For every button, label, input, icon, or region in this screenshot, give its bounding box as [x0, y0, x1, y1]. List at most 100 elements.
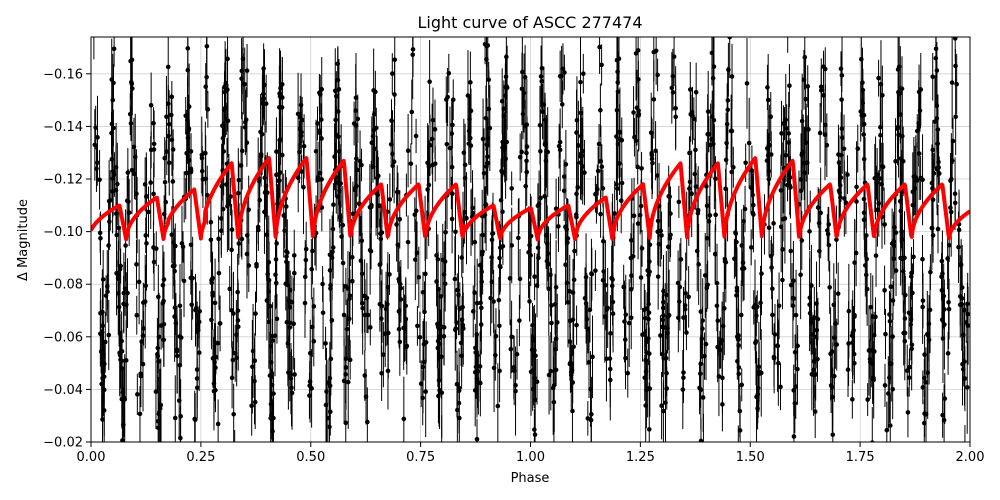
- data-point: [477, 364, 483, 369]
- data-point: [739, 266, 745, 272]
- data-point: [284, 204, 289, 209]
- data-point: [274, 149, 279, 154]
- data-point: [715, 318, 721, 324]
- data-point: [775, 343, 780, 348]
- data-point: [231, 311, 236, 316]
- data-point: [508, 346, 514, 352]
- data-point: [770, 286, 775, 292]
- data-point: [354, 167, 360, 173]
- data-point: [466, 128, 472, 134]
- data-point: [956, 244, 961, 250]
- data-point: [698, 371, 703, 376]
- data-point: [530, 338, 536, 343]
- data-point: [643, 358, 648, 363]
- data-point: [676, 199, 682, 205]
- data-point: [771, 355, 777, 361]
- data-point: [189, 302, 194, 308]
- data-point: [395, 189, 401, 195]
- data-point: [253, 311, 258, 316]
- data-point: [873, 253, 879, 258]
- data-point: [765, 85, 770, 90]
- data-point: [168, 112, 174, 118]
- data-point: [397, 339, 403, 345]
- data-point: [413, 257, 418, 262]
- data-point: [841, 146, 847, 152]
- data-point: [545, 149, 551, 155]
- data-point: [353, 95, 359, 101]
- data-point: [360, 305, 365, 311]
- model-curve-group: [91, 156, 970, 242]
- data-point: [808, 320, 814, 325]
- data-point: [681, 370, 686, 375]
- data-point: [220, 123, 225, 129]
- data-point: [930, 147, 936, 153]
- data-point: [580, 71, 586, 77]
- data-point: [522, 74, 528, 80]
- data-point: [802, 54, 808, 60]
- data-point: [169, 137, 175, 143]
- data-point: [432, 161, 438, 166]
- data-point: [559, 102, 565, 107]
- data-point: [250, 364, 255, 370]
- data-point: [310, 248, 315, 254]
- data-point: [643, 403, 648, 408]
- data-point: [449, 131, 455, 136]
- data-point: [653, 48, 659, 54]
- data-point: [215, 340, 221, 346]
- data-point: [418, 381, 424, 387]
- data-point: [933, 46, 939, 52]
- data-point: [264, 232, 269, 237]
- data-point: [215, 421, 221, 427]
- data-point: [556, 143, 562, 149]
- data-point: [313, 149, 319, 154]
- data-point: [114, 232, 120, 238]
- data-point: [227, 286, 233, 292]
- data-point: [250, 348, 256, 354]
- data-point: [280, 95, 285, 100]
- data-point: [619, 180, 625, 186]
- data-point: [415, 323, 420, 329]
- data-point: [136, 279, 142, 285]
- data-point: [478, 300, 483, 306]
- data-point: [131, 144, 137, 150]
- data-point: [576, 143, 581, 148]
- data-point: [509, 186, 514, 191]
- data-point: [396, 309, 402, 314]
- data-point: [397, 281, 403, 287]
- data-point: [553, 285, 559, 290]
- data-point: [871, 375, 876, 381]
- data-point: [916, 121, 921, 126]
- data-point: [956, 227, 962, 233]
- data-point: [271, 391, 276, 396]
- data-point: [166, 121, 172, 127]
- data-point: [783, 152, 789, 158]
- data-point: [302, 300, 308, 306]
- data-point: [786, 140, 792, 145]
- data-point: [902, 330, 908, 336]
- data-point: [793, 312, 799, 318]
- data-point: [497, 263, 503, 269]
- data-point: [945, 256, 950, 261]
- x-tick-label: 1.75: [846, 450, 875, 465]
- data-point: [964, 385, 970, 390]
- data-point: [868, 348, 874, 353]
- data-point: [449, 216, 455, 222]
- data-point: [423, 389, 428, 394]
- data-point: [904, 368, 910, 373]
- data-point: [588, 417, 594, 423]
- data-point: [524, 150, 529, 156]
- data-point: [187, 157, 192, 163]
- data-point: [897, 112, 903, 117]
- data-point: [751, 305, 757, 310]
- data-point: [883, 331, 888, 337]
- data-point: [377, 301, 383, 307]
- y-tick-label: −0.16: [43, 67, 83, 82]
- data-point: [682, 303, 688, 308]
- data-point: [661, 408, 666, 414]
- data-point: [563, 162, 569, 167]
- data-point: [343, 284, 349, 289]
- data-point: [151, 191, 156, 197]
- data-point: [676, 315, 681, 321]
- data-point: [287, 287, 293, 293]
- data-point: [222, 85, 228, 91]
